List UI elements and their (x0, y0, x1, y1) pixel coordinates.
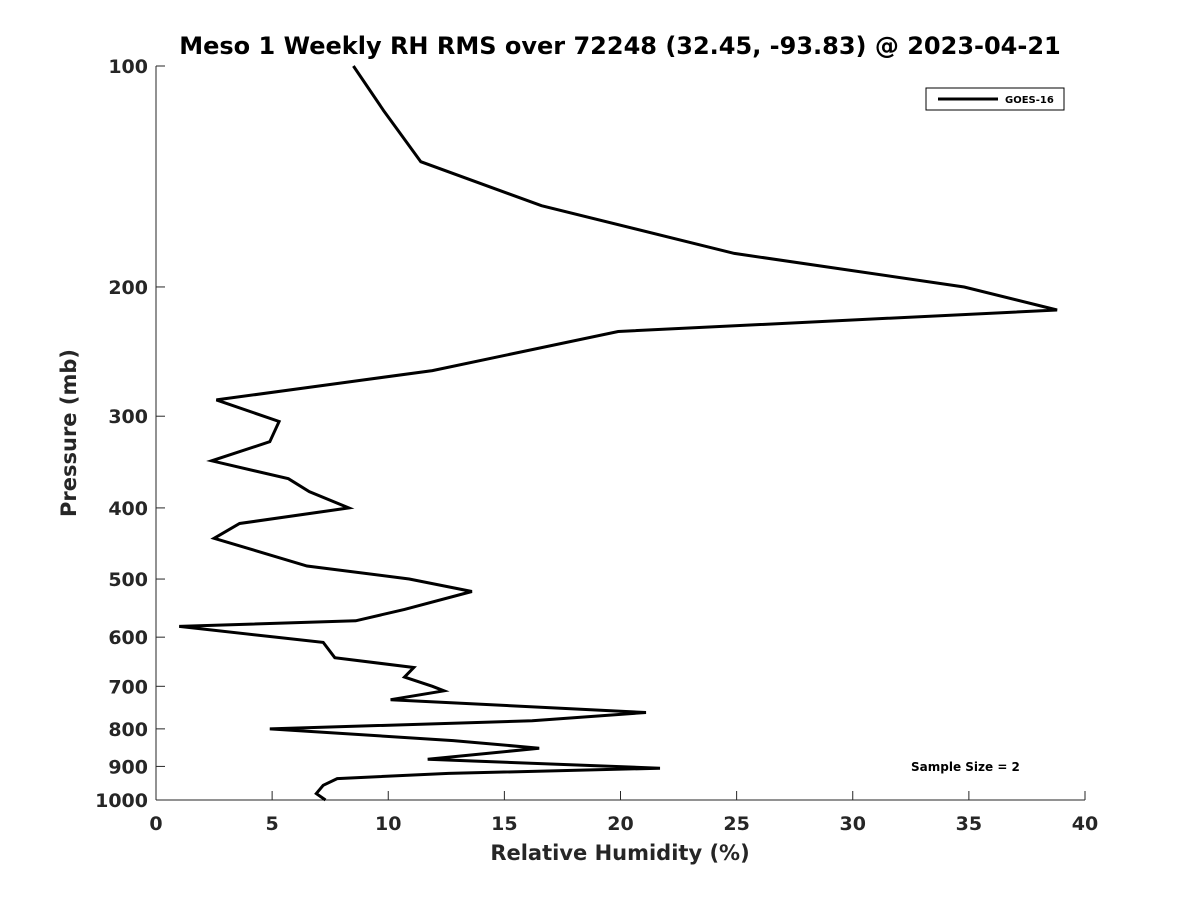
x-tick-label: 40 (1072, 813, 1098, 835)
sample-size-annotation: Sample Size = 2 (911, 760, 1020, 774)
y-tick-label: 400 (108, 498, 148, 520)
y-axis: 100 200 300 400 500 600 700 800 900 1000 (95, 56, 165, 812)
y-tick-label: 700 (108, 676, 148, 698)
chart-title: Meso 1 Weekly RH RMS over 72248 (32.45, … (179, 32, 1061, 60)
y-tick-label: 1000 (95, 790, 148, 812)
x-axis-label: Relative Humidity (%) (490, 841, 749, 865)
y-tick-label: 500 (108, 569, 148, 591)
x-tick-label: 5 (266, 813, 279, 835)
x-tick-label: 10 (375, 813, 401, 835)
series-layer (179, 65, 1058, 802)
x-axis: 0 5 10 15 20 25 30 35 40 (149, 791, 1098, 835)
x-tick-label: 0 (149, 813, 162, 835)
legend: GOES-16 (925, 87, 1065, 111)
x-tick-label: 20 (607, 813, 633, 835)
y-tick-label: 600 (108, 627, 148, 649)
x-tick-label: 15 (491, 813, 517, 835)
plot-area-background (156, 66, 1085, 800)
x-tick-label: 25 (723, 813, 749, 835)
series-line-goes-16 (179, 65, 1058, 802)
y-tick-label: 900 (108, 756, 148, 778)
x-tick-label: 30 (840, 813, 866, 835)
y-axis-label: Pressure (mb) (57, 349, 81, 517)
y-tick-label: 200 (108, 277, 148, 299)
y-tick-label: 800 (108, 719, 148, 741)
y-tick-label: 100 (108, 56, 148, 78)
x-tick-label: 35 (956, 813, 982, 835)
legend-label-goes-16: GOES-16 (1005, 95, 1054, 106)
y-tick-label: 300 (108, 406, 148, 428)
